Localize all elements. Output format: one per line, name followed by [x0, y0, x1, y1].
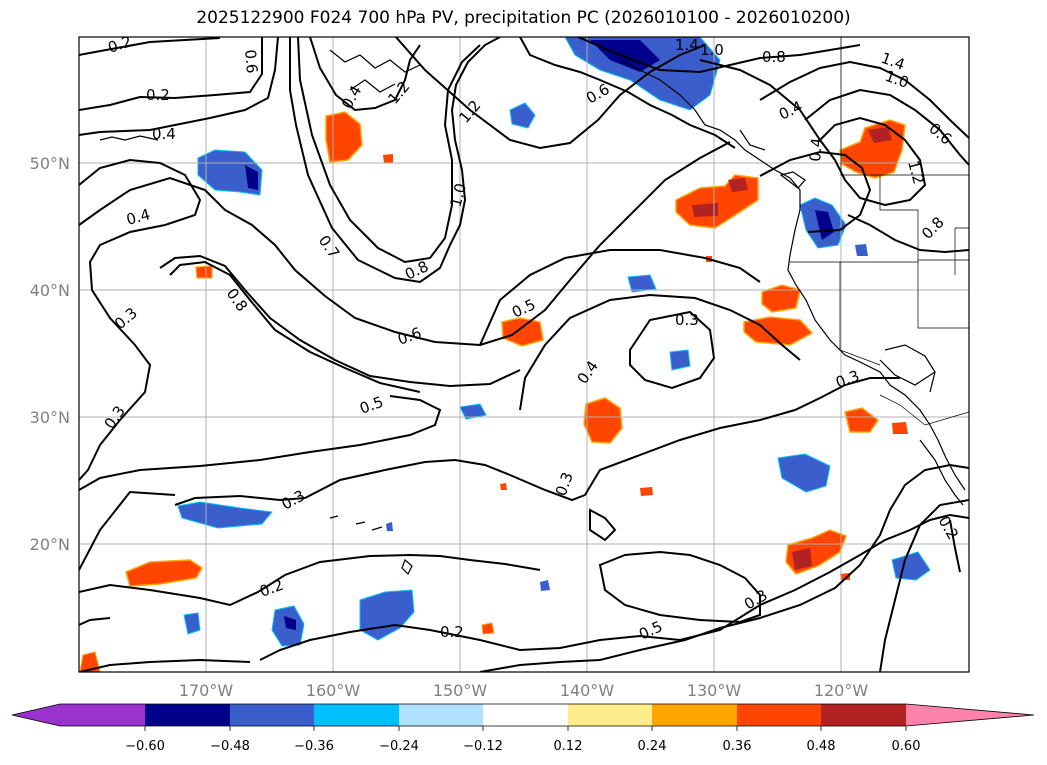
contour-label: 0.4	[574, 357, 602, 387]
lat-tick-label: 50°N	[30, 154, 70, 173]
contour-label: 0.3	[675, 311, 699, 329]
contour-label: 0.4	[338, 82, 366, 112]
lon-tick-label: 150°W	[433, 681, 488, 700]
colorbar-segment	[399, 704, 483, 726]
lat-tick-label: 20°N	[30, 535, 70, 554]
contour-label: 0.4	[152, 125, 176, 143]
lon-tick-label: 160°W	[306, 681, 361, 700]
pv-contours	[79, 37, 969, 672]
colorbar-segment	[230, 704, 314, 726]
precip-positive	[79, 111, 908, 672]
contour-label: 1.0	[700, 41, 724, 59]
colorbar-tick-label: 0.48	[807, 739, 836, 754]
lon-tick-label: 170°W	[179, 681, 234, 700]
contour-label: 0.3	[111, 304, 141, 333]
colorbar-tick-label: −0.36	[294, 739, 334, 754]
colorbar-segment	[821, 704, 906, 726]
contour-label: 0.6	[395, 324, 424, 349]
contour-label: 0.2	[257, 576, 286, 601]
latitude-axis: 50°N 40°N 30°N 20°N	[30, 154, 70, 554]
contour-label: 0.4	[124, 205, 152, 229]
contour-label: 0.5	[636, 617, 665, 643]
colorbar-tick-label: 0.36	[723, 739, 752, 754]
contour-label: 0.5	[357, 393, 386, 418]
contour-label: 0.3	[833, 367, 862, 392]
contour-label: 0.2	[106, 32, 134, 56]
political-borders	[790, 37, 969, 426]
colorbar-tick-label: 0.12	[554, 739, 583, 754]
lon-tick-label: 130°W	[687, 681, 742, 700]
precipitation-shading	[79, 37, 931, 672]
map-title: 2025122900 F024 700 hPa PV, precipitatio…	[196, 8, 851, 28]
colorbar-extend-low	[12, 704, 60, 726]
contour-label: 0.3	[741, 586, 771, 614]
colorbar-segment	[568, 704, 652, 726]
colorbar-segment	[145, 704, 230, 726]
coastlines	[99, 49, 966, 576]
contour-label: 0.3	[278, 486, 308, 513]
contour-label: 0.4	[776, 97, 805, 123]
contour-label: 1.2	[904, 158, 928, 186]
lon-tick-label: 140°W	[560, 681, 615, 700]
contour-label: 0.8	[223, 285, 251, 315]
contour-label: 1.0	[446, 181, 470, 209]
colorbar-segment	[652, 704, 737, 726]
colorbar-segment	[483, 704, 568, 726]
lat-tick-label: 30°N	[30, 408, 70, 427]
contour-label: 0.8	[918, 213, 948, 243]
plot-frame	[78, 36, 970, 673]
contour-label: 0.4	[806, 137, 826, 162]
gridlines	[79, 37, 969, 672]
contour-label: 0.6	[241, 49, 261, 74]
contour-label: 1.0	[883, 67, 912, 92]
colorbar-tick-label: −0.24	[379, 739, 419, 754]
contour-label: 0.3	[552, 470, 577, 499]
longitude-axis: 170°W 160°W 150°W 140°W 130°W 120°W	[179, 681, 869, 700]
colorbar: −0.60 −0.48 −0.36 −0.24 −0.12 0.12 0.24 …	[11, 703, 1035, 754]
lon-tick-label: 120°W	[814, 681, 869, 700]
colorbar-outline	[11, 703, 1035, 727]
contour-label: 0.2	[440, 623, 464, 641]
contour-label: 0.8	[762, 48, 786, 66]
colorbar-tick-label: −0.12	[463, 739, 503, 754]
lat-tick-label: 40°N	[30, 281, 70, 300]
contour-label: 0.2	[146, 86, 170, 104]
colorbar-segment	[737, 704, 821, 726]
contour-label: 1.4	[675, 36, 699, 54]
colorbar-tick-label: −0.48	[210, 739, 250, 754]
colorbar-tick-label: 0.60	[892, 739, 921, 754]
contour-label: 0.3	[101, 402, 129, 432]
colorbar-segment	[60, 704, 145, 726]
colorbar-tick-label: −0.60	[125, 739, 165, 754]
colorbar-segment	[314, 704, 399, 726]
colorbar-tick-label: 0.24	[638, 739, 667, 754]
colorbar-extend-high	[906, 704, 1034, 726]
